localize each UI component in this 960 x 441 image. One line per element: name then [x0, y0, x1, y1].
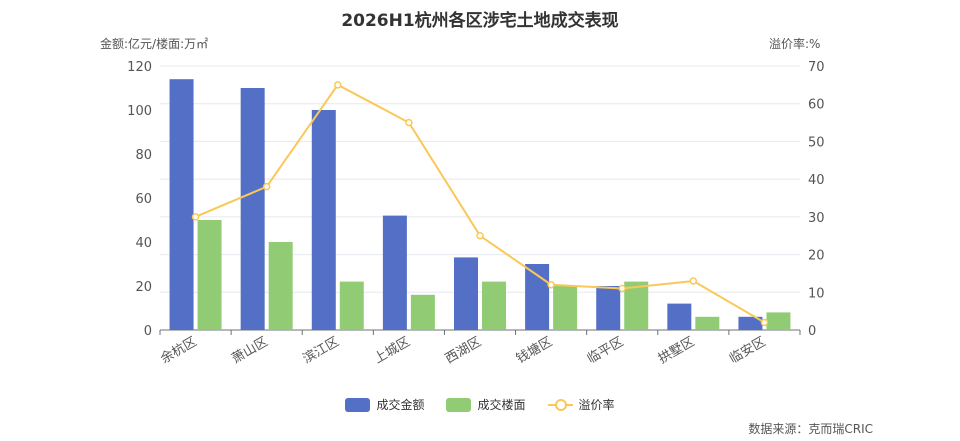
y-left-tick-label: 60 — [135, 192, 152, 207]
point-premium-rate — [191, 213, 200, 221]
chart-legend: 成交金额 成交楼面 溢价率 — [0, 396, 960, 413]
y-right-tick-label: 60 — [808, 98, 825, 113]
legend-label-amount: 成交金额 — [376, 398, 425, 412]
y-left-tick-label: 20 — [135, 280, 152, 295]
y-right-tick-label: 70 — [808, 60, 825, 75]
x-tick-label: 临安区 — [727, 334, 768, 366]
point-premium-rate — [334, 81, 342, 89]
legend-item-amount[interactable]: 成交金额 — [345, 396, 424, 413]
bar-amount — [454, 257, 478, 330]
y-right-tick-label: 20 — [808, 249, 825, 264]
bar-floor-area — [482, 281, 506, 330]
bar-amount — [738, 316, 763, 330]
x-tick-label: 滨江区 — [300, 334, 342, 367]
point-premium-rate — [689, 277, 698, 285]
bar-floor-area — [624, 281, 649, 330]
bar-floor-area — [695, 316, 720, 330]
point-premium-rate — [618, 284, 626, 293]
bar-floor-area — [766, 312, 791, 330]
x-tick-label: 临平区 — [585, 334, 626, 366]
x-tick-label: 余杭区 — [158, 334, 200, 367]
y-right-tick-label: 0 — [808, 324, 816, 339]
bar-floor-area — [553, 286, 578, 330]
y-left-tick-label: 80 — [135, 148, 152, 163]
x-tick-label: 上城区 — [372, 334, 413, 366]
legend-label-premium-rate: 溢价率 — [578, 398, 615, 412]
bar-amount — [596, 286, 621, 330]
point-premium-rate — [476, 231, 484, 240]
y-right-tick-label: 10 — [808, 286, 825, 301]
bar-floor-area — [410, 294, 435, 330]
bar-floor-area — [268, 242, 293, 330]
legend-swatch-amount — [345, 397, 371, 412]
x-tick-label: 萧山区 — [229, 334, 270, 366]
bar-floor-area — [197, 220, 222, 330]
bar-amount — [169, 79, 194, 330]
point-premium-rate — [405, 118, 413, 127]
y-right-tick-label: 50 — [808, 135, 825, 150]
y-right-tick-label: 40 — [808, 173, 825, 188]
bar-amount — [311, 110, 336, 330]
bar-amount — [382, 215, 407, 330]
bar-amount — [240, 88, 265, 330]
point-premium-rate — [760, 318, 769, 327]
chart-title: 2026H1杭州各区涉宅土地成交表现 — [341, 11, 619, 31]
x-tick-label: 钱塘区 — [513, 334, 555, 367]
legend-item-floor-area[interactable]: 成交楼面 — [446, 396, 526, 413]
bar-floor-area — [339, 281, 364, 330]
point-premium-rate — [547, 280, 555, 289]
data-source-note: 数据来源：克而瑞CRIC — [748, 422, 873, 436]
y-right-axis-name: 溢价率:% — [769, 37, 821, 51]
legend-label-floor-area: 成交楼面 — [477, 398, 526, 412]
legend-swatch-floor-area — [446, 397, 472, 412]
y-left-tick-label: 40 — [135, 236, 152, 251]
y-left-tick-label: 120 — [127, 60, 152, 75]
legend-swatch-premium-rate — [547, 398, 573, 412]
bar-amount — [667, 303, 692, 330]
y-left-axis-name: 金额:亿元/楼面:万㎡ — [100, 37, 209, 51]
legend-item-premium-rate[interactable]: 溢价率 — [547, 396, 615, 413]
point-premium-rate — [262, 182, 271, 191]
y-right-tick-label: 30 — [808, 211, 825, 226]
y-left-tick-label: 0 — [144, 324, 152, 339]
x-tick-label: 西湖区 — [443, 334, 484, 366]
x-tick-label: 拱墅区 — [656, 334, 697, 366]
y-left-tick-label: 100 — [127, 104, 152, 119]
